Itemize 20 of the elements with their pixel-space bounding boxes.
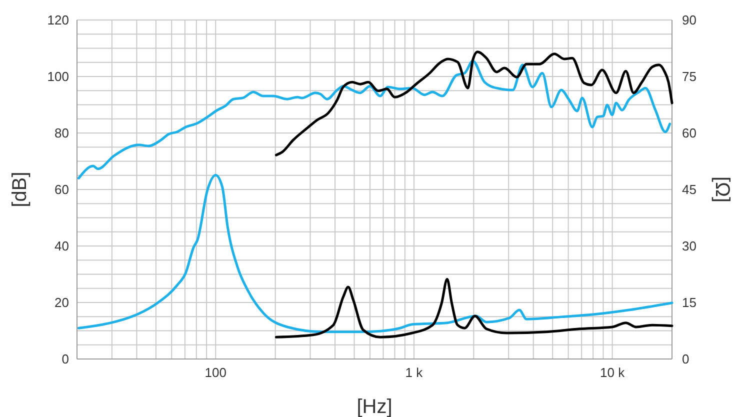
x-tick-label: 100 bbox=[204, 365, 226, 380]
y-axis-title: [dB] bbox=[9, 172, 31, 208]
y2-tick-label: 90 bbox=[682, 12, 696, 28]
y2-tick-label: 15 bbox=[682, 295, 696, 310]
y2-tick-label: 30 bbox=[682, 238, 696, 254]
y-tick-label: 100 bbox=[47, 69, 69, 84]
x-axis-title: [Hz] bbox=[356, 396, 392, 417]
x-tick-label: 10 k bbox=[600, 365, 626, 380]
y-tick-label: 40 bbox=[54, 238, 69, 254]
y2-tick-label: 0 bbox=[682, 352, 690, 366]
y-tick-label: 20 bbox=[54, 295, 69, 310]
x-tick-label: 1 k bbox=[405, 365, 424, 380]
y2-tick-label: 75 bbox=[682, 69, 696, 84]
y2-tick-label: 45 bbox=[682, 182, 696, 197]
y-tick-label: 120 bbox=[47, 12, 69, 28]
y-tick-label: 80 bbox=[54, 126, 69, 140]
y-tick-label: 0 bbox=[62, 352, 69, 366]
y-tick-label: 60 bbox=[54, 182, 69, 197]
y2-tick-label: 60 bbox=[682, 126, 696, 140]
y2-axis-title: [Ω] bbox=[711, 176, 733, 203]
